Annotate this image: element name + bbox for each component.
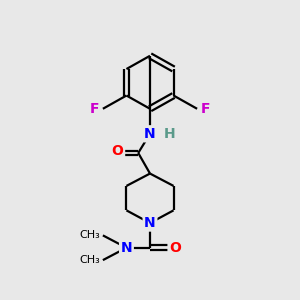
Text: F: F [201,102,210,116]
Text: N: N [144,127,156,141]
Text: N: N [121,241,132,255]
Text: F: F [90,102,99,116]
Text: N: N [144,216,156,230]
Text: H: H [163,127,175,141]
Text: CH₃: CH₃ [79,255,100,265]
Text: O: O [112,145,124,158]
Text: CH₃: CH₃ [79,230,100,240]
Text: O: O [169,241,181,255]
